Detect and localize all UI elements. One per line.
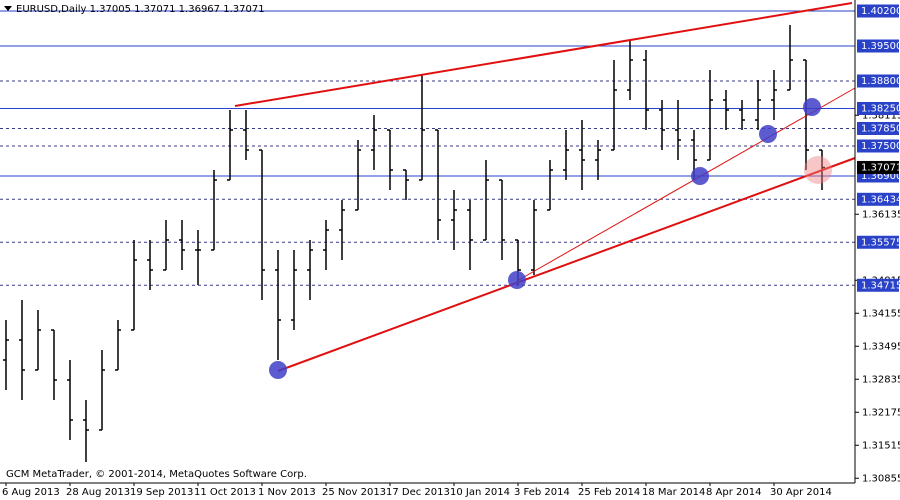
marker-circle <box>759 125 777 143</box>
y-tick-label: 1.32835 <box>862 374 900 385</box>
level-box <box>857 102 899 115</box>
current-price-label: 1.37071 <box>861 162 900 173</box>
level-label: 1.38250 <box>861 104 900 115</box>
marker-circle <box>269 361 287 379</box>
level-box <box>857 192 899 206</box>
bars <box>3 25 825 462</box>
trend-line <box>277 157 856 372</box>
level-box <box>857 122 899 135</box>
marker-circle <box>508 271 526 289</box>
marker-circle <box>691 167 709 185</box>
x-tick-label: 18 Mar 2014 <box>642 487 705 498</box>
level-label: 1.38800 <box>861 76 900 87</box>
level-box <box>857 74 899 88</box>
level-label: 1.34715 <box>861 280 900 291</box>
level-label: 1.40200 <box>861 6 900 17</box>
level-box <box>857 39 899 53</box>
marker-circle <box>803 98 821 116</box>
level-box <box>857 4 899 18</box>
y-tick-label: 1.38115 <box>862 110 900 121</box>
chart-title: EURUSD,Daily 1.37005 1.37071 1.36967 1.3… <box>16 4 265 15</box>
x-tick-label: 28 Aug 2013 <box>66 487 130 498</box>
x-tick-label: 25 Feb 2014 <box>578 487 640 498</box>
level-box <box>857 235 899 249</box>
levels <box>0 10 855 286</box>
x-tick-label: 19 Sep 2013 <box>130 487 193 498</box>
level-box <box>857 278 899 292</box>
menu-arrow <box>4 6 12 11</box>
drawings <box>234 2 856 379</box>
y-tick-label: 1.31515 <box>862 440 900 451</box>
x-tick-label: 17 Dec 2013 <box>386 487 450 498</box>
current-price-box <box>857 160 899 174</box>
x-tick-label: 6 Aug 2013 <box>2 487 60 498</box>
level-label: 1.36434 <box>861 194 900 205</box>
marker-circle <box>804 156 832 184</box>
x-tick-label: 8 Apr 2014 <box>706 487 761 498</box>
y-tick-label: 1.32175 <box>862 407 900 418</box>
trend-line <box>516 87 856 282</box>
level-box <box>857 139 899 153</box>
level-label: 1.39500 <box>861 41 900 52</box>
axis: 1.30855 1.31515 1.32175 1.32835 1.33495 1.341… <box>2 4 900 498</box>
y-tick-label: 1.36135 <box>862 209 900 220</box>
x-tick-label: 11 Oct 2013 <box>194 487 256 498</box>
footer: GCM MetaTrader, © 2001-2014, MetaQuotes … <box>6 469 307 480</box>
x-tick-label: 10 Jan 2014 <box>450 487 510 498</box>
y-tick-label: 1.34155 <box>862 308 900 319</box>
level-label: 1.35575 <box>861 237 900 248</box>
x-tick-label: 25 Nov 2013 <box>322 487 386 498</box>
trend-line <box>234 2 853 107</box>
level-label: 1.37850 <box>861 124 900 135</box>
y-tick-label: 1.33495 <box>862 341 900 352</box>
x-tick-label: 1 Nov 2013 <box>258 487 316 498</box>
x-tick-label: 30 Apr 2014 <box>770 487 832 498</box>
level-label: 1.36900 <box>861 171 900 182</box>
x-tick-label: 3 Feb 2014 <box>514 487 570 498</box>
level-label: 1.37500 <box>861 141 900 152</box>
y-tick-label: 1.30855 <box>862 473 900 484</box>
